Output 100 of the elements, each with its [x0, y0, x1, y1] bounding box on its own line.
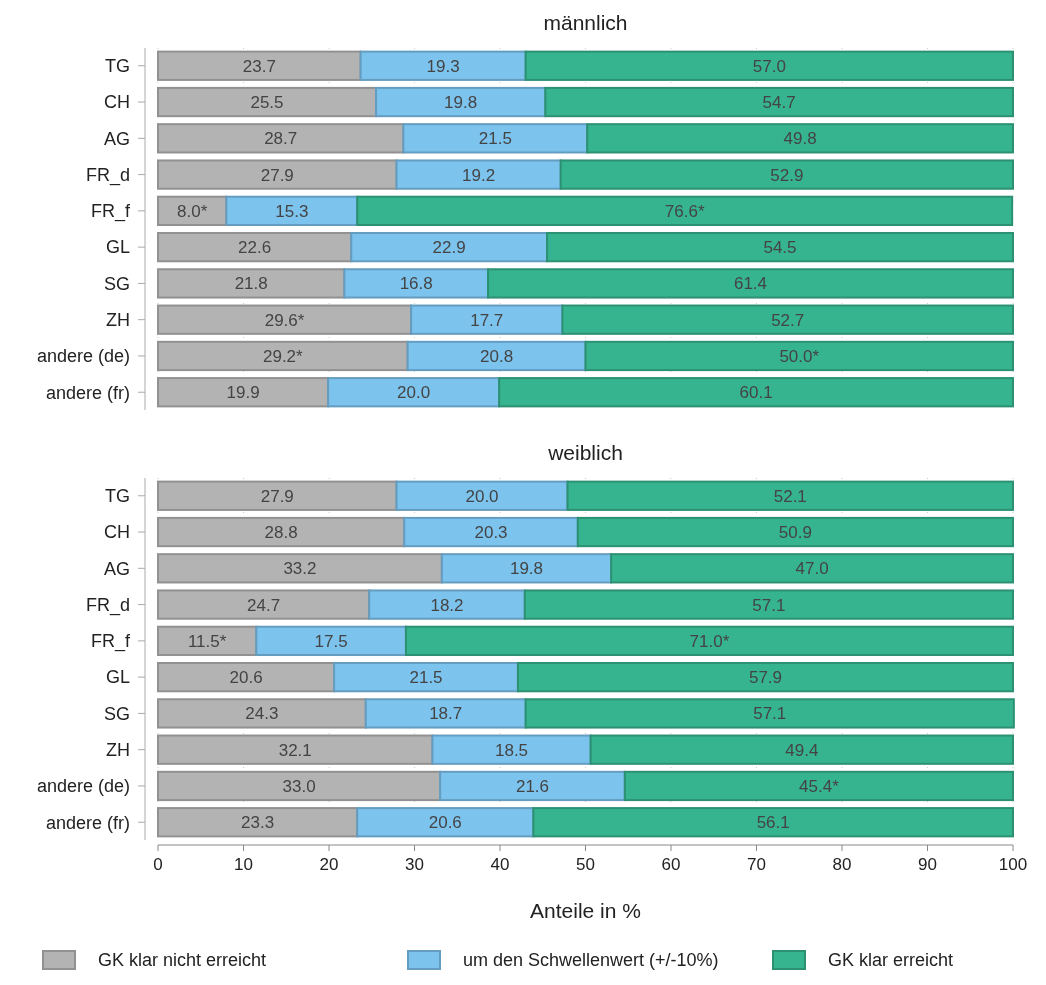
bar	[356, 195, 1014, 227]
bar	[395, 159, 562, 190]
data-label: 49.8	[783, 129, 817, 149]
bar	[359, 50, 527, 81]
data-label: 57.0	[752, 56, 786, 76]
legend-label: GK klar erreicht	[828, 950, 954, 971]
bar	[402, 123, 589, 154]
bar	[333, 661, 519, 693]
bar	[395, 480, 569, 511]
bar	[356, 807, 535, 838]
bar	[532, 807, 1014, 838]
legend-label: um den Schwellenwert (+/-10%)	[463, 950, 719, 971]
bar	[589, 734, 1014, 765]
bar	[566, 480, 1014, 511]
x-tick-label: 80	[832, 855, 852, 874]
y-tick-label: andere (fr)	[45, 812, 130, 833]
data-label: 20.0	[465, 486, 499, 506]
bar	[157, 480, 398, 511]
y-tick-label: TG	[105, 56, 130, 77]
bar	[498, 377, 1014, 408]
data-label: 57.9	[748, 668, 783, 688]
x-tick-label: 0	[153, 855, 163, 874]
bar	[404, 625, 1014, 657]
y-tick-label: ZH	[106, 309, 130, 330]
y-tick-label: AG	[103, 558, 130, 579]
data-label: 19.8	[509, 559, 544, 579]
data-label: 71.0*	[689, 631, 730, 651]
data-label: 61.4	[733, 274, 768, 294]
bar	[157, 377, 330, 408]
data-label: 32.1	[278, 740, 312, 760]
bar	[410, 304, 564, 335]
bar	[584, 340, 1014, 372]
data-label: 20.6	[229, 668, 263, 688]
data-label: 27.9	[260, 165, 294, 185]
data-label: 54.7	[762, 93, 796, 112]
data-label: 52.1	[773, 486, 807, 506]
data-label: 18.7	[429, 704, 463, 724]
bar	[544, 86, 1014, 118]
y-tick-label: SG	[103, 273, 130, 294]
chart-title: männlich	[543, 11, 628, 34]
bar	[364, 698, 527, 729]
data-label: 60.1	[739, 383, 773, 403]
y-tick-label: andere (de)	[36, 776, 130, 797]
data-label: 19.2	[462, 165, 496, 185]
bar	[576, 516, 1014, 548]
data-label: 18.5	[495, 740, 529, 760]
bar	[406, 340, 587, 372]
data-label: 21.6	[515, 776, 550, 796]
data-label: 27.9	[260, 486, 294, 506]
data-label: 52.7	[771, 310, 805, 330]
data-label: 23.3	[241, 813, 275, 833]
legend-label: GK klar nicht erreicht	[98, 950, 267, 971]
data-label: 17.5	[314, 631, 348, 651]
y-tick-label: andere (fr)	[45, 382, 130, 403]
bar	[157, 807, 359, 838]
bar	[157, 86, 378, 118]
bar	[157, 159, 398, 190]
y-tick-label: GL	[105, 237, 130, 258]
data-label: 28.8	[264, 523, 298, 542]
data-label: 29.6*	[264, 310, 305, 330]
data-label: 21.5	[478, 129, 512, 149]
y-tick-label: AG	[103, 128, 130, 149]
data-label: 8.0*	[177, 201, 208, 221]
bar	[157, 231, 353, 263]
data-label: 20.3	[474, 523, 508, 542]
y-tick-label: FR_d	[85, 594, 130, 616]
bar	[523, 589, 1014, 620]
data-label: 21.8	[234, 274, 268, 294]
bar	[439, 770, 626, 802]
bar	[403, 516, 579, 548]
bar	[157, 50, 362, 81]
y-tick-label: CH	[104, 522, 130, 543]
x-tick-label: 70	[747, 855, 766, 874]
data-label: 19.8	[444, 93, 478, 112]
data-label: 11.5*	[187, 631, 227, 651]
bar	[157, 661, 336, 693]
data-label: 24.3	[245, 704, 279, 724]
bar	[157, 553, 443, 584]
x-tick-label: 60	[661, 855, 681, 874]
bar	[524, 50, 1014, 81]
bar	[561, 304, 1014, 335]
y-tick-label: ZH	[106, 739, 130, 760]
data-label: 76.6*	[664, 201, 705, 221]
x-tick-label: 50	[576, 855, 595, 874]
data-label: 19.9	[226, 383, 260, 403]
bar	[157, 304, 413, 335]
bar	[368, 589, 526, 620]
y-tick-label: FR_d	[85, 164, 130, 186]
data-label: 50.9	[778, 523, 812, 542]
data-label: 21.5	[409, 668, 443, 688]
bar	[431, 734, 592, 765]
bar	[440, 553, 613, 584]
y-tick-label: FR_f	[90, 201, 131, 223]
data-label: 45.4*	[799, 776, 840, 796]
data-label: 52.9	[770, 165, 804, 185]
data-label: 16.8	[399, 274, 433, 294]
data-label: 22.9	[432, 238, 466, 258]
data-label: 33.2	[283, 559, 317, 579]
data-label: 17.7	[470, 310, 504, 330]
bar	[157, 123, 405, 154]
